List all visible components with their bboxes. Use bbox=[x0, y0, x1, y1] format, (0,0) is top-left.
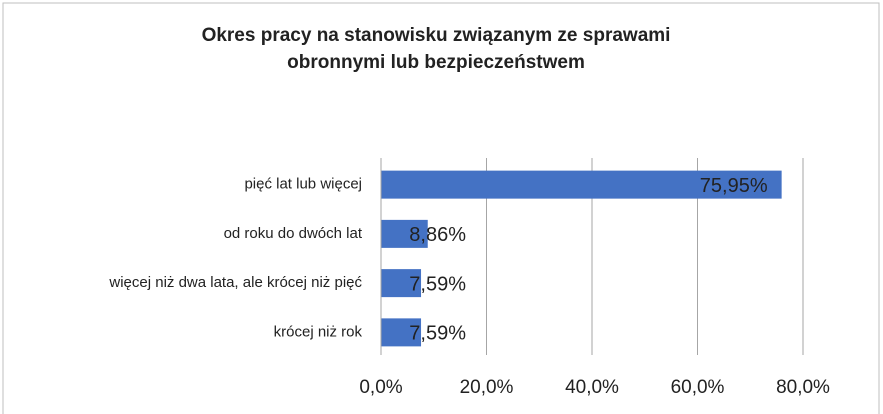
y-tick-label: od roku do dwóch lat bbox=[224, 225, 363, 242]
bar bbox=[381, 170, 782, 199]
x-tick-label: 40,0% bbox=[565, 377, 619, 398]
x-tick-label: 0,0% bbox=[359, 377, 402, 398]
x-tick-label: 60,0% bbox=[671, 377, 725, 398]
value-label: 7,59% bbox=[409, 323, 466, 345]
bar bbox=[381, 318, 422, 347]
x-tick-label: 20,0% bbox=[460, 377, 514, 398]
chart-title: Okres pracy na stanowisku związanym ze s… bbox=[202, 25, 671, 46]
y-tick-label: więcej niż dwa lata, ale krócej niż pięć bbox=[108, 274, 362, 291]
x-tick-label: 80,0% bbox=[776, 377, 830, 398]
value-label: 7,59% bbox=[409, 273, 466, 295]
bar bbox=[381, 269, 422, 298]
y-tick-label: pięć lat lub więcej bbox=[244, 176, 362, 193]
y-tick-label: krócej niż rok bbox=[274, 323, 363, 340]
value-label: 8,86% bbox=[409, 224, 466, 246]
chart-title: obronnymi lub bezpieczeństwem bbox=[287, 52, 585, 73]
bar bbox=[381, 219, 428, 248]
value-label: 75,95% bbox=[700, 175, 768, 197]
